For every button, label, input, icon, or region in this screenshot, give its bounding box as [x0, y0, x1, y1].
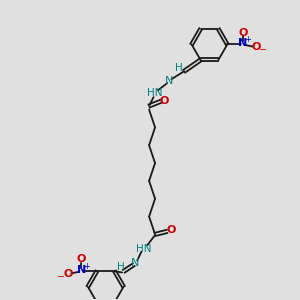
Text: O: O	[166, 225, 176, 235]
Text: HN: HN	[147, 88, 162, 98]
Text: N: N	[165, 76, 173, 86]
Text: O: O	[63, 268, 73, 279]
Text: O: O	[160, 96, 169, 106]
Text: +: +	[83, 262, 90, 271]
Text: N: N	[131, 258, 140, 268]
Text: +: +	[244, 35, 251, 44]
Text: O: O	[77, 254, 86, 264]
Text: −: −	[57, 272, 65, 282]
Text: N: N	[77, 265, 86, 275]
Text: O: O	[251, 42, 261, 52]
Text: H: H	[175, 63, 183, 73]
Text: O: O	[238, 28, 247, 38]
Text: N: N	[238, 38, 248, 48]
Text: H: H	[117, 262, 124, 272]
Text: −: −	[259, 45, 267, 55]
Text: HN: HN	[136, 244, 152, 254]
